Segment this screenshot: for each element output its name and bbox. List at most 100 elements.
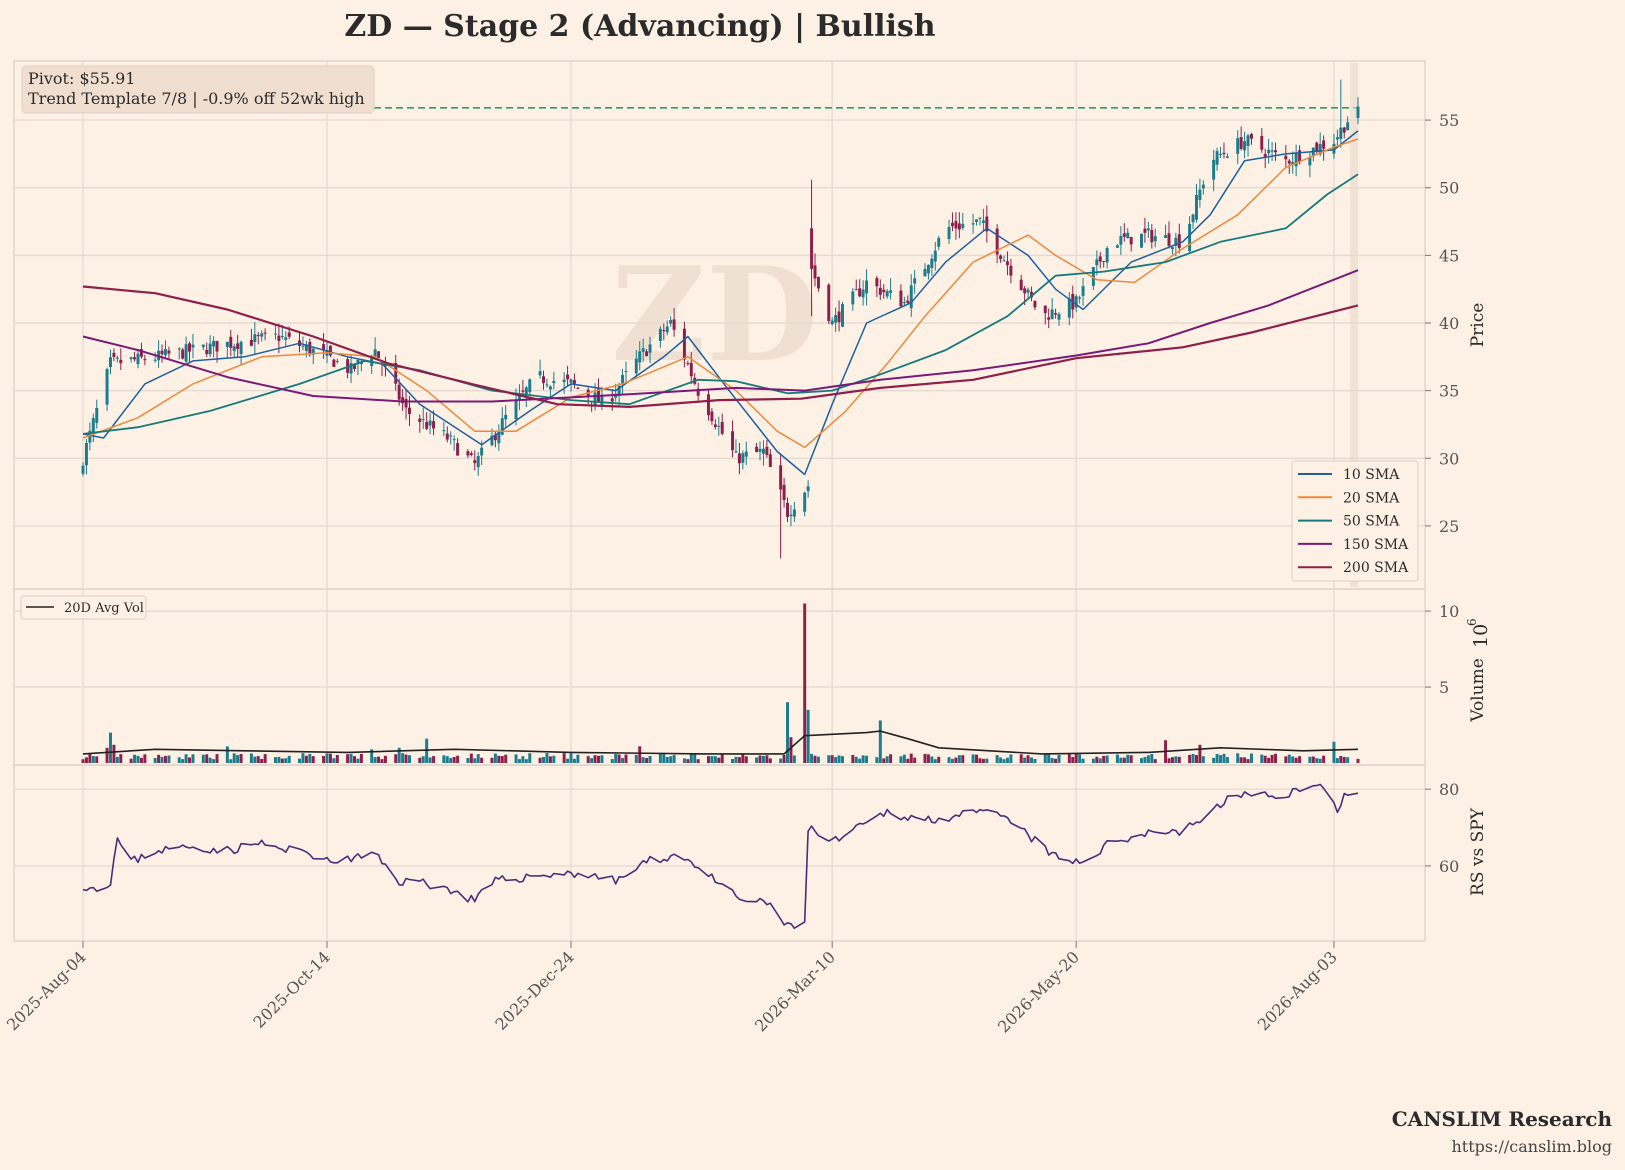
volume-bar xyxy=(610,759,614,763)
volume-bar xyxy=(576,754,580,763)
volume-bar xyxy=(428,757,432,763)
candle-body xyxy=(858,288,862,297)
candle-body xyxy=(816,277,820,289)
candle-body xyxy=(1274,150,1278,153)
candle-body xyxy=(1239,137,1243,149)
candle-body xyxy=(1263,154,1267,157)
volume-bar xyxy=(641,757,645,763)
candle-body xyxy=(572,380,576,384)
candle-body xyxy=(181,349,185,359)
volume-tick-label: 5 xyxy=(1439,678,1449,697)
candle-body xyxy=(834,315,838,323)
volume-bar xyxy=(473,758,477,763)
volume-bar xyxy=(528,753,532,763)
candle-body xyxy=(1332,143,1336,154)
candle-body xyxy=(452,439,456,441)
candle-body xyxy=(308,341,312,354)
volume-bar xyxy=(1246,759,1250,763)
volume-bar xyxy=(737,757,741,763)
current-day-highlight xyxy=(1350,63,1358,587)
candle-body xyxy=(552,380,556,384)
candle-body xyxy=(545,384,549,386)
volume-bar xyxy=(407,755,411,763)
candle-body xyxy=(1050,309,1054,319)
volume-bar xyxy=(634,754,638,763)
volume-bar xyxy=(1339,756,1343,763)
volume-bar xyxy=(1294,757,1298,763)
volume-bar xyxy=(865,755,869,763)
candle-body xyxy=(105,369,109,405)
candle-body xyxy=(1009,265,1013,276)
candle-body xyxy=(1126,232,1130,239)
candle-body xyxy=(188,343,192,352)
candle-body xyxy=(253,334,257,342)
candle-body xyxy=(1339,127,1343,139)
candle-body xyxy=(263,332,267,334)
candle-body xyxy=(1033,300,1037,308)
volume-bar xyxy=(208,757,212,763)
volume-bar xyxy=(346,754,350,763)
candle-body xyxy=(926,264,930,274)
volume-bar xyxy=(322,755,326,763)
volume-bar xyxy=(933,759,937,763)
volume-bar xyxy=(1074,753,1078,763)
candle-body xyxy=(813,265,817,279)
volume-bar xyxy=(1067,753,1071,763)
volume-bar xyxy=(545,753,549,763)
candle-body xyxy=(277,335,281,342)
rs-axis-label: RS vs SPY xyxy=(1468,807,1488,896)
candle-body xyxy=(129,357,133,360)
volume-panel: 5 10 Volume 10 6 20D Avg Vol xyxy=(13,588,1492,766)
candle-body xyxy=(473,460,477,464)
volume-bar xyxy=(81,759,85,763)
candle-body xyxy=(947,226,951,240)
candle-body xyxy=(971,223,975,225)
volume-bar xyxy=(311,756,315,763)
volume-bar xyxy=(280,758,284,763)
volume-bar xyxy=(985,758,989,763)
candle-body xyxy=(1236,138,1240,154)
volume-bar xyxy=(1078,754,1082,763)
rs-grid xyxy=(14,765,1425,941)
candle-body xyxy=(806,486,810,492)
volume-bar xyxy=(1122,757,1126,763)
volume-bar xyxy=(1098,758,1102,763)
price-axis-label: Price xyxy=(1468,303,1488,348)
volume-bar xyxy=(133,754,137,763)
volume-bar xyxy=(706,756,710,763)
volume-bar xyxy=(287,755,291,763)
candle-body xyxy=(215,340,219,352)
candle-body xyxy=(1105,248,1109,263)
volume-bar xyxy=(349,753,353,763)
candle-body xyxy=(1030,291,1034,298)
candle-body xyxy=(1047,317,1051,320)
sma-line-50sma xyxy=(82,173,1359,435)
volume-bar xyxy=(1057,754,1061,763)
volume-bar xyxy=(1198,744,1202,763)
volume-bar xyxy=(184,754,188,763)
volume-bar xyxy=(813,755,817,763)
candle-body xyxy=(167,350,171,354)
volume-bar xyxy=(1298,756,1302,763)
volume-bar xyxy=(1150,753,1154,763)
candle-body xyxy=(861,289,865,298)
volume-bar xyxy=(277,756,281,763)
volume-bar xyxy=(913,757,917,763)
candle-body xyxy=(696,388,700,396)
candle-body xyxy=(837,311,841,323)
candle-body xyxy=(576,387,580,389)
sma-legend-label: 150 SMA xyxy=(1343,537,1409,553)
candle-body xyxy=(88,430,92,443)
candle-body xyxy=(428,420,432,426)
volume-bar xyxy=(359,753,363,763)
volume-bar xyxy=(1274,753,1278,763)
candle-body xyxy=(789,514,793,517)
candle-body xyxy=(810,228,814,269)
volume-bar xyxy=(273,757,277,763)
volume-bar xyxy=(1095,756,1099,763)
volume-bar xyxy=(153,758,157,763)
volume-bar xyxy=(191,754,195,763)
candle-body xyxy=(600,394,604,405)
candle-body xyxy=(975,219,979,222)
candle-body xyxy=(1122,233,1126,237)
